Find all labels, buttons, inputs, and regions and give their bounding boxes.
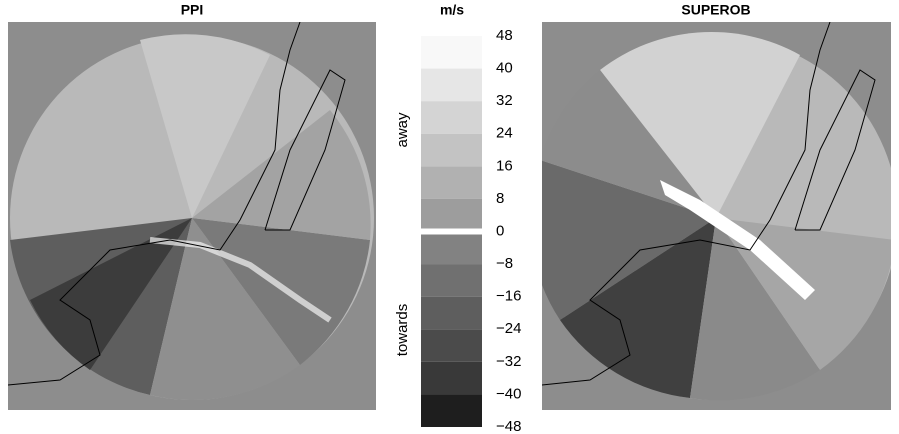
tick-label: 48 — [496, 27, 513, 44]
towards-label: towards — [394, 304, 411, 357]
tick-label: −16 — [496, 288, 521, 305]
tick-label: −40 — [496, 385, 521, 402]
tick-label: −8 — [496, 255, 513, 272]
colorbar-title: m/s — [440, 2, 464, 18]
figure: PPI m/s SUPEROB away towards 48 40 32 24 16 8… — [0, 0, 899, 434]
panel-title: PPI — [181, 2, 204, 18]
colorbar-band — [421, 297, 482, 330]
colorbar-band — [421, 394, 482, 427]
tick-label: −24 — [496, 320, 521, 337]
superob-image — [530, 22, 898, 410]
colorbar-band — [421, 199, 482, 232]
colorbar-band — [421, 329, 482, 362]
tick-label: 24 — [496, 125, 513, 142]
colorbar-band — [421, 36, 482, 69]
colorbar-band — [421, 264, 482, 297]
tick-label: 40 — [496, 60, 513, 77]
colorbar-band — [421, 166, 482, 199]
colorbar-band — [421, 232, 482, 265]
colorbar-band — [421, 362, 482, 395]
tick-label: 32 — [496, 92, 513, 109]
away-label: away — [394, 112, 411, 148]
tick-label: 8 — [496, 190, 504, 207]
colorbar-band — [421, 69, 482, 102]
tick-label: −32 — [496, 353, 521, 370]
zero-gap — [421, 229, 482, 235]
tick-label: −48 — [496, 418, 521, 434]
tick-label: 16 — [496, 157, 513, 174]
colorbar-band — [421, 134, 482, 167]
tick-label: 0 — [496, 222, 504, 239]
ppi-image — [8, 22, 376, 410]
panel-title: SUPEROB — [681, 2, 750, 18]
colorbar-band — [421, 101, 482, 134]
